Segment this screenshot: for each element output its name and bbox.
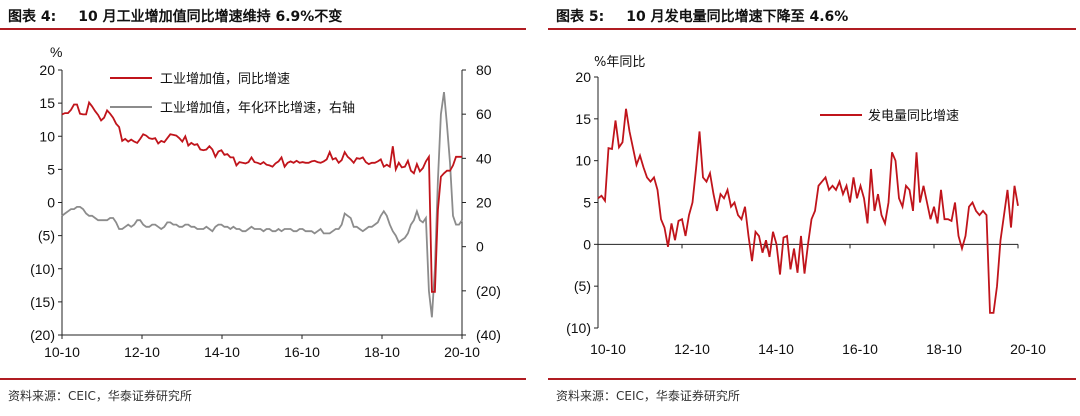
- right-chart-title: 图表 5: 10 月发电量同比增速下降至 4.6%: [556, 6, 848, 26]
- left-x-tick-label: 12-10: [124, 344, 160, 360]
- left-y-tick-label: 20: [39, 62, 55, 78]
- right-x-tick-label: 10-10: [590, 341, 626, 357]
- right-y-tick-label: 20: [575, 69, 591, 85]
- left-source-note: 资料来源：CEIC，华泰证券研究所: [8, 389, 192, 403]
- right-x-tick-label: 18-10: [926, 341, 962, 357]
- left-title-text: 10 月工业增加值同比增速维持 6.9%不变: [78, 9, 343, 25]
- right-top-rule: [548, 28, 1076, 30]
- right-x-tick-label: 14-10: [758, 341, 794, 357]
- right-y-tick-label: (10): [566, 320, 591, 336]
- left-y-tick-label: 0: [47, 195, 55, 211]
- right-x-tick-label: 16-10: [842, 341, 878, 357]
- left-x-tick-label: 20-10: [444, 344, 480, 360]
- left-chart-panel: 图表 4: 10 月工业增加值同比增速维持 6.9%不变 % 20 15 10 5 0 (5)…: [0, 0, 530, 416]
- right-bottom-rule: [548, 378, 1076, 380]
- left-figure-label: 图表 4:: [8, 9, 57, 25]
- right-chart-panel: 图表 5: 10 月发电量同比增速下降至 4.6% %年同比 20 15 10 5 0 (5)…: [548, 0, 1080, 416]
- left-y2-tick-label: (40): [476, 327, 501, 343]
- left-series-mom-line: [61, 91, 463, 318]
- right-figure-label: 图表 5:: [556, 9, 605, 25]
- left-y2-tick-label: 20: [476, 195, 492, 211]
- right-source-note: 资料来源：CEIC，华泰证券研究所: [556, 389, 740, 403]
- left-chart-title: 图表 4: 10 月工业增加值同比增速维持 6.9%不变: [8, 6, 342, 26]
- right-y-tick-label: (5): [574, 278, 591, 294]
- left-bottom-rule: [0, 378, 526, 380]
- left-y-axis-unit: %: [50, 44, 62, 60]
- right-y-tick-label: 15: [575, 111, 591, 127]
- left-y-tick-label: (5): [38, 228, 55, 244]
- left-y-tick-label: 10: [39, 128, 55, 144]
- left-x-tick-label: 16-10: [284, 344, 320, 360]
- left-legend-label-2: 工业增加值，年化环比增速，右轴: [160, 100, 355, 116]
- right-y-tick-label: 5: [583, 195, 591, 211]
- left-x-tick-label: 18-10: [364, 344, 400, 360]
- left-y-tick-label: (15): [30, 294, 55, 310]
- right-legend-label: 发电量同比增速: [868, 108, 959, 124]
- left-y2-tick-label: 0: [476, 239, 484, 255]
- left-series-yoy-line: [61, 100, 462, 293]
- right-x-tick-label: 20-10: [1010, 341, 1046, 357]
- left-line-chart: % 20 15 10 5 0 (5) (10) (15) (20) 80 60 40 20 0 (20) (40…: [30, 44, 501, 360]
- left-y-tick-label: 15: [39, 95, 55, 111]
- right-y-tick-label: 10: [575, 153, 591, 169]
- left-y2-tick-label: 80: [476, 62, 492, 78]
- right-y-axis-unit: %年同比: [594, 55, 645, 70]
- left-y-tick-label: (10): [30, 261, 55, 277]
- left-y2-tick-label: 40: [476, 150, 492, 166]
- right-title-text: 10 月发电量同比增速下降至 4.6%: [626, 9, 849, 25]
- right-series-power-line: [597, 108, 1019, 314]
- left-y-tick-label: (20): [30, 327, 55, 343]
- left-y-tick-label: 5: [47, 161, 55, 177]
- left-legend-label-1: 工业增加值，同比增速: [160, 71, 290, 87]
- left-top-rule: [0, 28, 526, 30]
- left-y2-tick-label: 60: [476, 106, 492, 122]
- left-x-tick-label: 10-10: [44, 344, 80, 360]
- left-y2-tick-label: (20): [476, 283, 501, 299]
- right-y-tick-label: 0: [583, 236, 591, 252]
- right-x-tick-label: 12-10: [674, 341, 710, 357]
- left-x-tick-label: 14-10: [204, 344, 240, 360]
